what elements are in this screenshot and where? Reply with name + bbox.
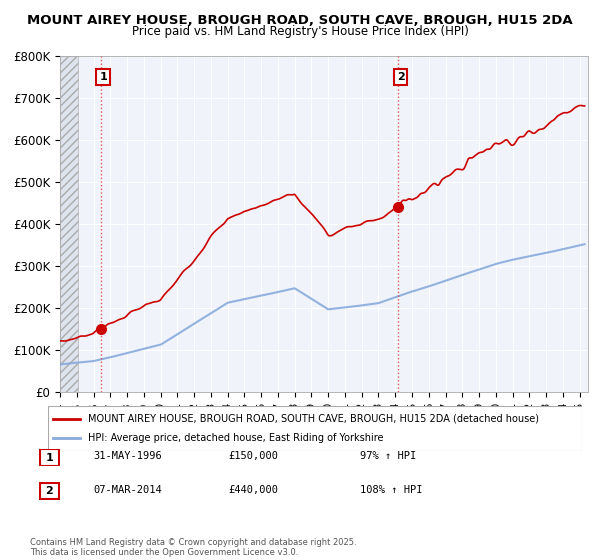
Text: 07-MAR-2014: 07-MAR-2014: [93, 485, 162, 495]
Text: 2: 2: [397, 72, 404, 82]
Text: 1: 1: [99, 72, 107, 82]
Text: 2: 2: [46, 486, 53, 496]
Text: 31-MAY-1996: 31-MAY-1996: [93, 451, 162, 461]
Text: MOUNT AIREY HOUSE, BROUGH ROAD, SOUTH CAVE, BROUGH, HU15 2DA: MOUNT AIREY HOUSE, BROUGH ROAD, SOUTH CA…: [27, 14, 573, 27]
Text: £440,000: £440,000: [228, 485, 278, 495]
Text: MOUNT AIREY HOUSE, BROUGH ROAD, SOUTH CAVE, BROUGH, HU15 2DA (detached house): MOUNT AIREY HOUSE, BROUGH ROAD, SOUTH CA…: [88, 413, 539, 423]
Text: HPI: Average price, detached house, East Riding of Yorkshire: HPI: Average price, detached house, East…: [88, 433, 383, 444]
Text: 97% ↑ HPI: 97% ↑ HPI: [360, 451, 416, 461]
Text: Price paid vs. HM Land Registry's House Price Index (HPI): Price paid vs. HM Land Registry's House …: [131, 25, 469, 38]
Text: 108% ↑ HPI: 108% ↑ HPI: [360, 485, 422, 495]
Text: Contains HM Land Registry data © Crown copyright and database right 2025.
This d: Contains HM Land Registry data © Crown c…: [30, 538, 356, 557]
Bar: [60, 56, 78, 392]
Text: £150,000: £150,000: [228, 451, 278, 461]
Text: 1: 1: [46, 452, 53, 463]
